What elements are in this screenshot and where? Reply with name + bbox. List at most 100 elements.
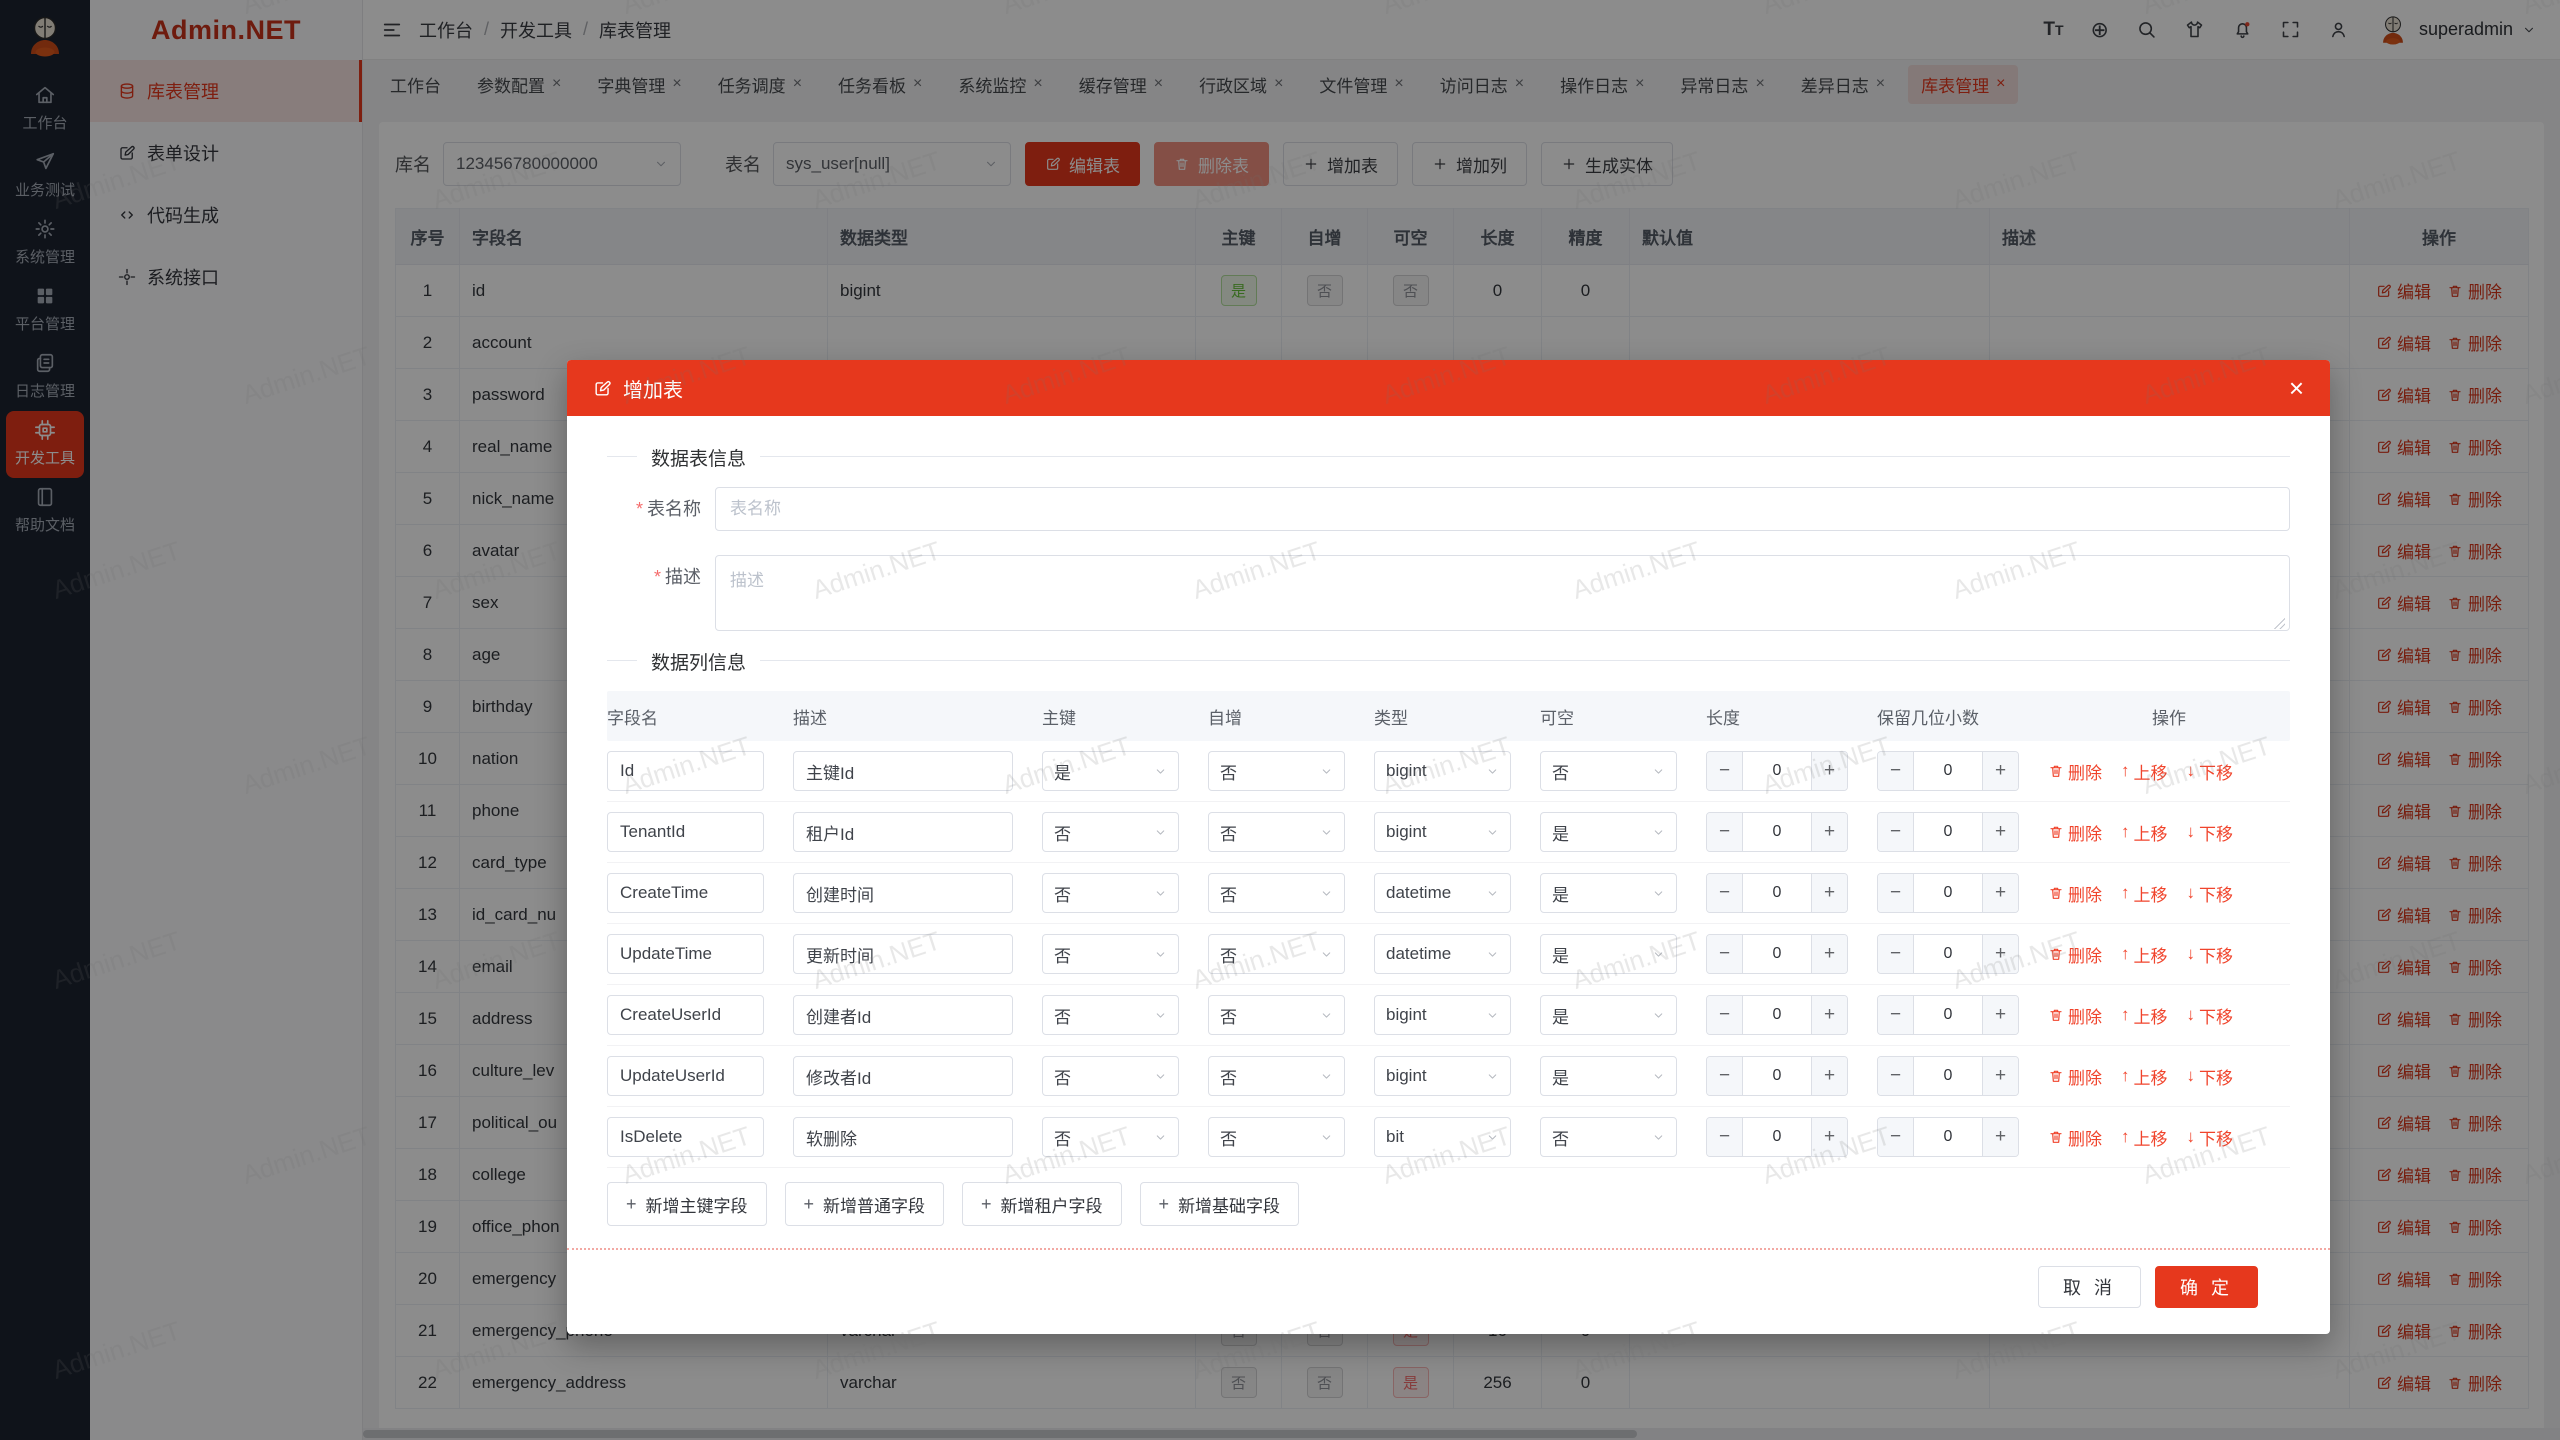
stepper-value[interactable]: 0 <box>1772 1128 1782 1145</box>
nullable-select[interactable]: 是 <box>1540 934 1677 974</box>
pk-select[interactable]: 否 <box>1042 1056 1179 1096</box>
submenu-item-form[interactable]: 表单设计 <box>90 122 362 184</box>
add-field-button[interactable]: + 新增主键字段 <box>607 1182 767 1226</box>
increase-button[interactable]: + <box>1982 874 2018 912</box>
autoinc-select[interactable]: 否 <box>1208 873 1345 913</box>
row-edit-button[interactable]: 编辑 <box>2376 850 2431 875</box>
row-edit-button[interactable]: 编辑 <box>2376 694 2431 719</box>
stepper-value[interactable]: 0 <box>1943 1128 1953 1145</box>
tab-close-icon[interactable]: × <box>792 75 803 92</box>
decrease-button[interactable]: − <box>1707 1057 1743 1095</box>
stepper-value[interactable]: 0 <box>1772 762 1782 779</box>
increase-button[interactable]: + <box>1811 1057 1847 1095</box>
tab-系统监控[interactable]: 系统监控 × <box>945 65 1055 104</box>
submenu-item-api[interactable]: 系统接口 <box>90 246 362 308</box>
row-delete-button[interactable]: 删除 <box>2447 382 2502 407</box>
row-delete-button[interactable]: 删除 <box>2447 746 2502 771</box>
fullscreen-icon[interactable] <box>2280 19 2301 40</box>
field-name-input[interactable] <box>607 1117 764 1157</box>
nullable-select[interactable]: 是 <box>1540 995 1677 1035</box>
tab-任务看板[interactable]: 任务看板 × <box>825 65 935 104</box>
type-select[interactable]: bigint <box>1374 812 1511 852</box>
field-desc-input[interactable] <box>793 812 1013 852</box>
row-move-up-button[interactable]: ↑ 上移 <box>2121 761 2168 783</box>
field-desc-input[interactable] <box>793 995 1013 1035</box>
row-delete-button[interactable]: 删除 <box>2447 850 2502 875</box>
table-desc-textarea[interactable] <box>715 555 2290 631</box>
type-select[interactable]: bigint <box>1374 995 1511 1035</box>
pk-select[interactable]: 否 <box>1042 812 1179 852</box>
rail-item-chip[interactable]: 开发工具 <box>6 411 84 478</box>
pk-select[interactable]: 否 <box>1042 1117 1179 1157</box>
stepper-value[interactable]: 0 <box>1772 884 1782 901</box>
tab-close-icon[interactable]: × <box>913 75 923 92</box>
row-edit-button[interactable]: 编辑 <box>2376 1058 2431 1083</box>
add-field-button[interactable]: + 新增基础字段 <box>1139 1182 1300 1226</box>
删除表-button[interactable]: 删除表 <box>1154 142 1269 186</box>
type-select[interactable]: datetime <box>1374 934 1511 974</box>
tab-close-icon[interactable]: × <box>1394 75 1404 92</box>
增加表-button[interactable]: 增加表 <box>1283 142 1398 186</box>
row-move-down-button[interactable]: ↓ 下移 <box>2186 883 2234 905</box>
field-desc-input[interactable] <box>793 1117 1013 1157</box>
tab-close-icon[interactable]: × <box>672 75 682 92</box>
row-delete-button[interactable]: 删除 <box>2447 1058 2502 1083</box>
row-move-up-button[interactable]: ↑ 上移 <box>2121 1127 2168 1149</box>
stepper-value[interactable]: 0 <box>1943 762 1953 779</box>
breadcrumb-item[interactable]: 库表管理 <box>599 20 672 41</box>
row-edit-button[interactable]: 编辑 <box>2376 1162 2431 1187</box>
row-delete-button[interactable]: 删除 <box>2447 538 2502 563</box>
nullable-select[interactable]: 是 <box>1540 873 1677 913</box>
translate-icon[interactable]: ⊕ <box>2090 16 2109 42</box>
rail-item-grid[interactable]: 平台管理 <box>6 277 84 344</box>
stepper-value[interactable]: 0 <box>1772 823 1782 840</box>
increase-button[interactable]: + <box>1811 1118 1847 1156</box>
autoinc-select[interactable]: 否 <box>1208 751 1345 791</box>
tab-缓存管理[interactable]: 缓存管理 × <box>1066 65 1176 104</box>
row-delete-button[interactable]: 删除 <box>2048 1064 2102 1089</box>
font-size-icon[interactable]: TT <box>2043 18 2064 40</box>
row-move-down-button[interactable]: ↓ 下移 <box>2186 761 2234 783</box>
tab-close-icon[interactable]: × <box>1153 75 1164 92</box>
row-edit-button[interactable]: 编辑 <box>2376 746 2431 771</box>
stepper-value[interactable]: 0 <box>1943 884 1953 901</box>
row-edit-button[interactable]: 编辑 <box>2376 382 2431 407</box>
row-move-down-button[interactable]: ↓ 下移 <box>2186 944 2234 966</box>
row-delete-button[interactable]: 删除 <box>2447 1006 2502 1031</box>
close-icon[interactable]: × <box>2288 373 2304 403</box>
row-move-up-button[interactable]: ↑ 上移 <box>2121 822 2168 844</box>
row-delete-button[interactable]: 删除 <box>2447 1162 2502 1187</box>
user-menu[interactable]: superadmin <box>2376 13 2536 47</box>
row-edit-button[interactable]: 编辑 <box>2376 278 2431 303</box>
row-move-up-button[interactable]: ↑ 上移 <box>2121 944 2168 966</box>
decrease-button[interactable]: − <box>1707 1118 1743 1156</box>
row-edit-button[interactable]: 编辑 <box>2376 954 2431 979</box>
tab-异常日志[interactable]: 异常日志 × <box>1667 65 1777 104</box>
row-delete-button[interactable]: 删除 <box>2447 1110 2502 1135</box>
row-delete-button[interactable]: 删除 <box>2447 642 2502 667</box>
table-name-input[interactable] <box>715 487 2290 531</box>
row-delete-button[interactable]: 删除 <box>2447 954 2502 979</box>
stepper-value[interactable]: 0 <box>1943 823 1953 840</box>
field-desc-input[interactable] <box>793 934 1013 974</box>
decrease-button[interactable]: − <box>1707 752 1743 790</box>
decrease-button[interactable]: − <box>1878 752 1914 790</box>
row-move-down-button[interactable]: ↓ 下移 <box>2186 1066 2234 1088</box>
bell-icon[interactable] <box>2232 19 2253 40</box>
field-desc-input[interactable] <box>793 873 1013 913</box>
tab-文件管理[interactable]: 文件管理 × <box>1306 65 1416 104</box>
row-edit-button[interactable]: 编辑 <box>2376 434 2431 459</box>
stepper-value[interactable]: 0 <box>1772 945 1782 962</box>
row-delete-button[interactable]: 删除 <box>2447 590 2502 615</box>
scrollbar-thumb[interactable] <box>363 1430 1638 1438</box>
increase-button[interactable]: + <box>1811 935 1847 973</box>
decrease-button[interactable]: − <box>1878 874 1914 912</box>
tab-操作日志[interactable]: 操作日志 × <box>1547 65 1657 104</box>
increase-button[interactable]: + <box>1982 1118 2018 1156</box>
shirt-icon[interactable] <box>2184 19 2205 40</box>
row-delete-button[interactable]: 删除 <box>2447 486 2502 511</box>
increase-button[interactable]: + <box>1982 752 2018 790</box>
field-name-input[interactable] <box>607 995 764 1035</box>
pk-select[interactable]: 否 <box>1042 873 1179 913</box>
row-delete-button[interactable]: 删除 <box>2447 330 2502 355</box>
